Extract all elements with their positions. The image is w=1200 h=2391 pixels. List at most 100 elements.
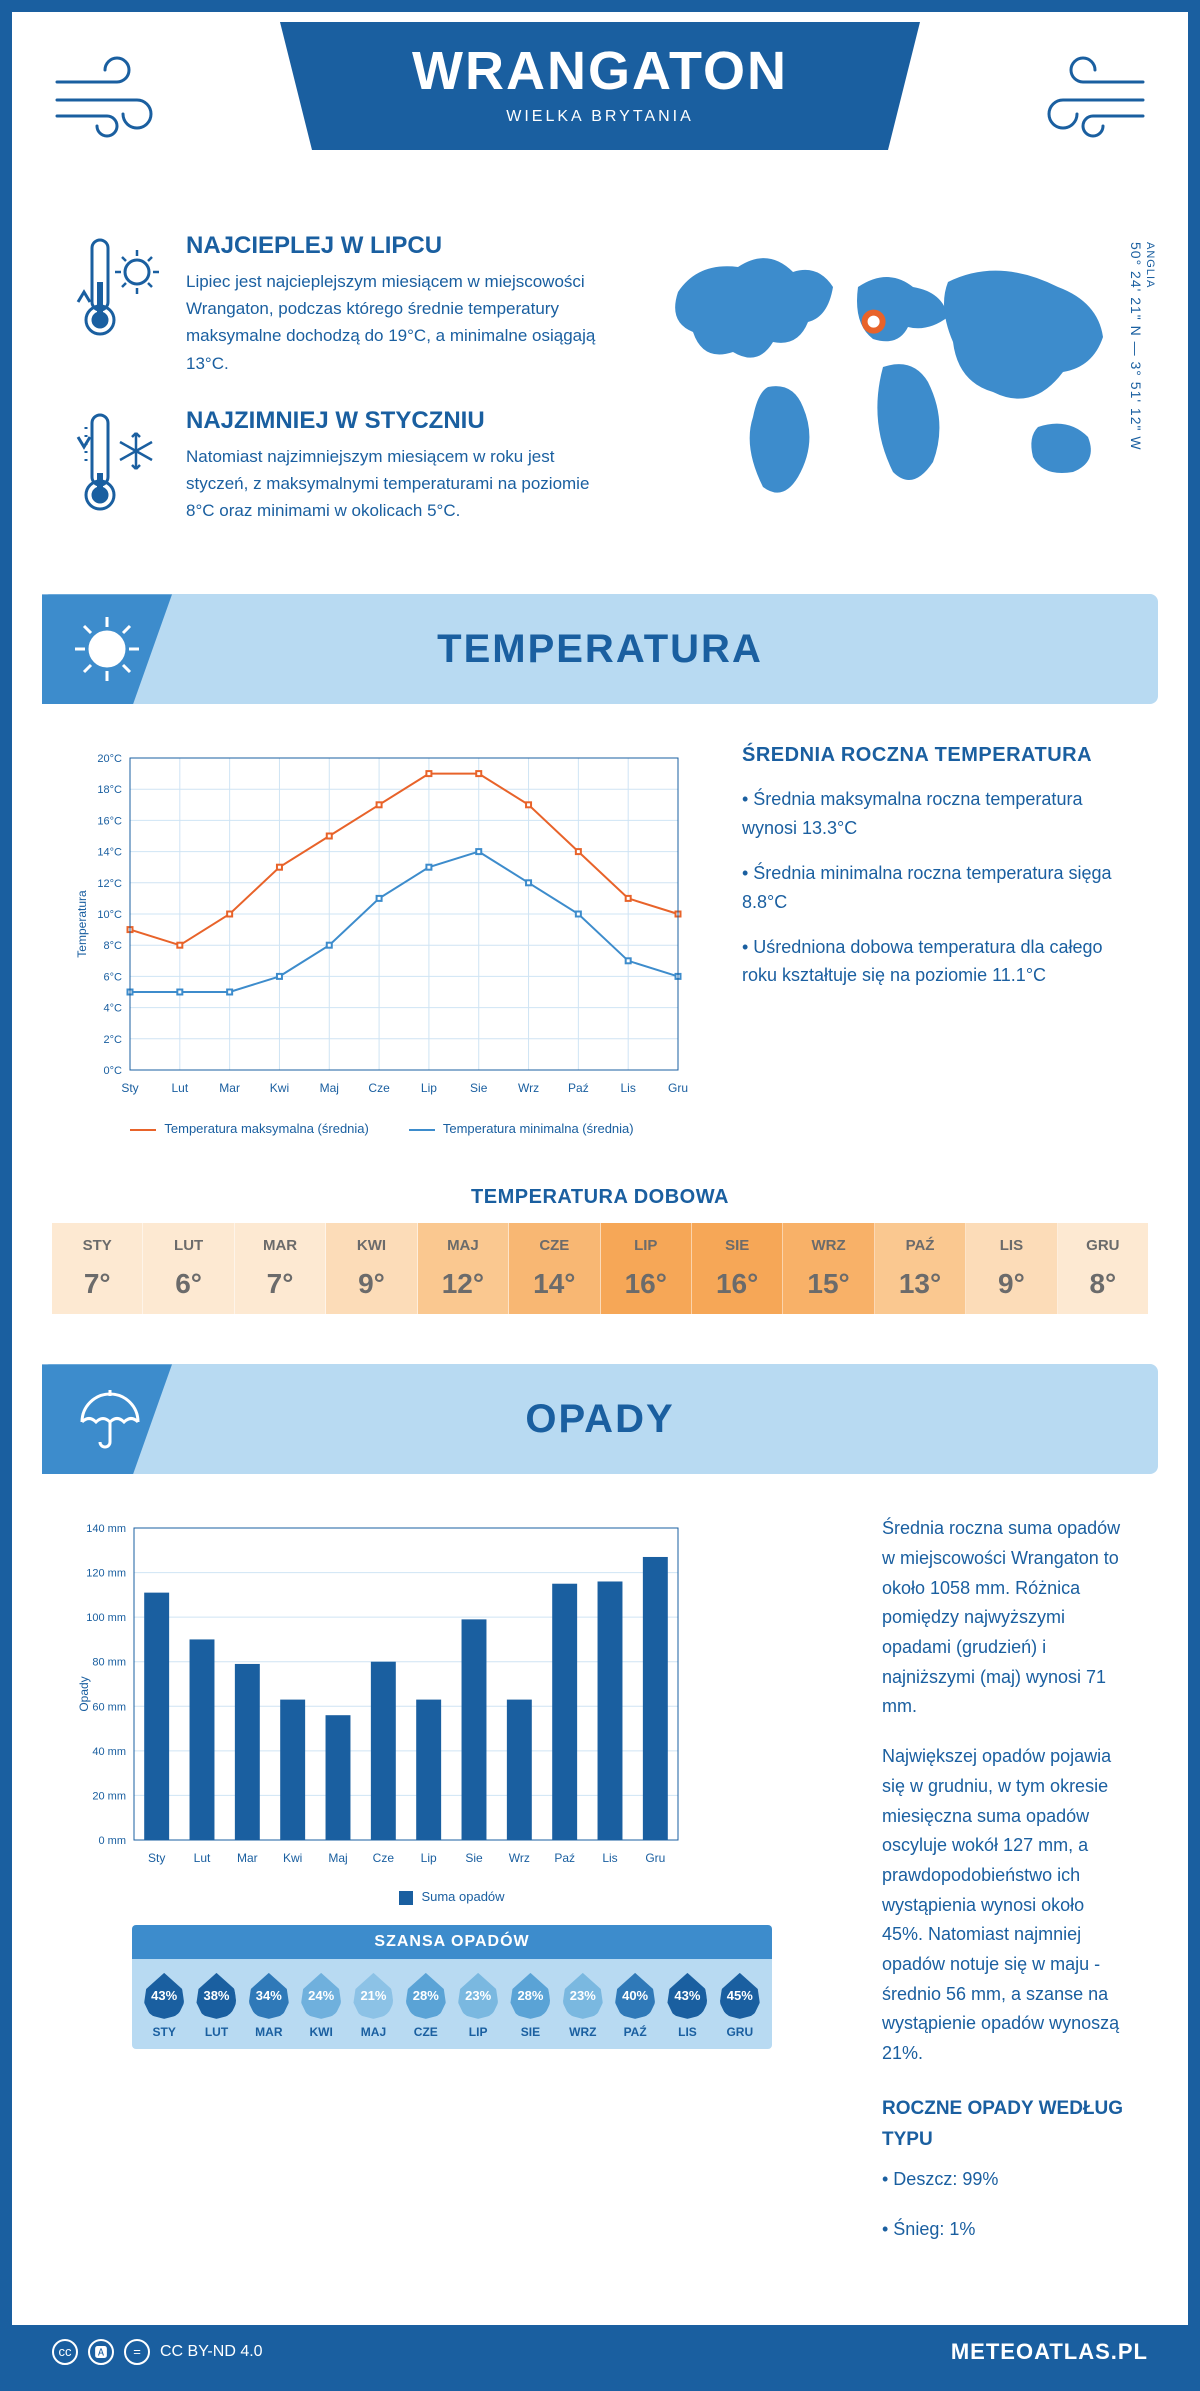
- svg-text:Sie: Sie: [470, 1081, 488, 1095]
- daily-cell: GRU8°: [1058, 1223, 1148, 1314]
- daily-temp-title: TEMPERATURA DOBOWA: [12, 1186, 1188, 1209]
- svg-text:10°C: 10°C: [97, 909, 122, 921]
- daily-value: 6°: [143, 1268, 233, 1300]
- daily-month: LUT: [143, 1237, 233, 1254]
- raindrop-icon: 28%: [406, 1973, 446, 2019]
- brand: METEOATLAS.PL: [951, 2339, 1148, 2365]
- svg-text:Wrz: Wrz: [509, 1851, 530, 1865]
- svg-text:Kwi: Kwi: [270, 1081, 289, 1095]
- section-header-precip: OPADY: [42, 1364, 1158, 1474]
- precip-row: 0 mm20 mm40 mm60 mm80 mm100 mm120 mm140 …: [12, 1504, 1188, 2284]
- chance-month: CZE: [400, 2025, 452, 2039]
- chance-month: KWI: [295, 2025, 347, 2039]
- daily-value: 9°: [326, 1268, 416, 1300]
- coords-text: 50° 24' 21" N — 3° 51' 12" W: [1128, 242, 1144, 451]
- chance-month: LUT: [190, 2025, 242, 2039]
- daily-cell: LUT 6°: [143, 1223, 234, 1314]
- svg-text:40 mm: 40 mm: [92, 1746, 126, 1758]
- daily-cell: MAR7°: [235, 1223, 326, 1314]
- section-title-temp: TEMPERATURA: [437, 627, 763, 672]
- nd-icon: =: [124, 2339, 150, 2365]
- svg-text:Cze: Cze: [373, 1851, 395, 1865]
- precip-snow: • Śnieg: 1%: [882, 2215, 1128, 2245]
- svg-text:2°C: 2°C: [104, 1034, 123, 1046]
- daily-month: KWI: [326, 1237, 416, 1254]
- facts-column: NAJCIEPLEJ W LIPCU Lipiec jest najcieple…: [72, 232, 608, 554]
- daily-cell: LIS 9°: [966, 1223, 1057, 1314]
- svg-text:8°C: 8°C: [104, 941, 123, 953]
- raindrop-icon: 40%: [615, 1973, 655, 2019]
- sun-icon: [42, 594, 172, 704]
- raindrop-icon: 24%: [301, 1973, 341, 2019]
- fact-hot-title: NAJCIEPLEJ W LIPCU: [186, 232, 608, 260]
- svg-text:60 mm: 60 mm: [92, 1702, 126, 1714]
- chance-month: LIP: [452, 2025, 504, 2039]
- chance-cell: 28% CZE: [400, 1973, 452, 2039]
- daily-value: 9°: [966, 1268, 1056, 1300]
- svg-text:Opady: Opady: [77, 1677, 91, 1712]
- precip-rain: • Deszcz: 99%: [882, 2165, 1128, 2195]
- daily-cell: LIP16°: [601, 1223, 692, 1314]
- daily-value: 16°: [692, 1268, 782, 1300]
- svg-text:100 mm: 100 mm: [86, 1612, 126, 1624]
- temp-summary-b2: • Średnia minimalna roczna temperatura s…: [742, 859, 1128, 917]
- daily-cell: KWI 9°: [326, 1223, 417, 1314]
- svg-text:18°C: 18°C: [97, 785, 122, 797]
- temp-summary: ŚREDNIA ROCZNA TEMPERATURA • Średnia mak…: [742, 744, 1128, 1136]
- info-row: NAJCIEPLEJ W LIPCU Lipiec jest najcieple…: [12, 212, 1188, 594]
- chance-cell: 34%MAR: [243, 1973, 295, 2039]
- daily-cell: WRZ15°: [783, 1223, 874, 1314]
- chance-cell: 45%GRU: [714, 1973, 766, 2039]
- svg-text:20°C: 20°C: [97, 753, 122, 765]
- license: cc 🅰 = CC BY-ND 4.0: [52, 2339, 263, 2365]
- chance-cell: 21% MAJ: [347, 1973, 399, 2039]
- svg-text:Temperatura: Temperatura: [75, 890, 89, 958]
- temp-summary-b1: • Średnia maksymalna roczna temperatura …: [742, 785, 1128, 843]
- svg-text:Mar: Mar: [219, 1081, 240, 1095]
- daily-month: STY: [52, 1237, 142, 1254]
- daily-value: 16°: [601, 1268, 691, 1300]
- wind-icon: [1018, 52, 1148, 147]
- chance-cell: 23%WRZ: [557, 1973, 609, 2039]
- chance-cell: 23%LIP: [452, 1973, 504, 2039]
- raindrop-icon: 43%: [667, 1973, 707, 2019]
- svg-text:Lut: Lut: [194, 1851, 211, 1865]
- svg-text:14°C: 14°C: [97, 847, 122, 859]
- coords-region: ANGLIA: [1144, 242, 1156, 445]
- precip-by-type-title: ROCZNE OPADY WEDŁUG TYPU: [882, 2093, 1128, 2156]
- chance-month: GRU: [714, 2025, 766, 2039]
- daily-value: 13°: [875, 1268, 965, 1300]
- chance-cell: 24% KWI: [295, 1973, 347, 2039]
- svg-text:20 mm: 20 mm: [92, 1791, 126, 1803]
- svg-text:80 mm: 80 mm: [92, 1657, 126, 1669]
- section-header-temp: TEMPERATURA: [42, 594, 1158, 704]
- daily-month: LIS: [966, 1237, 1056, 1254]
- thermometer-sun-icon: [72, 232, 162, 377]
- chance-month: PAŹ: [609, 2025, 661, 2039]
- chance-month: MAR: [243, 2025, 295, 2039]
- svg-text:Gru: Gru: [645, 1851, 665, 1865]
- svg-text:0 mm: 0 mm: [99, 1835, 127, 1847]
- daily-value: 12°: [418, 1268, 508, 1300]
- chance-month: LIS: [661, 2025, 713, 2039]
- chance-month: MAJ: [347, 2025, 399, 2039]
- daily-month: CZE: [509, 1237, 599, 1254]
- by-icon: 🅰: [88, 2339, 114, 2365]
- precip-legend: Suma opadów: [72, 1889, 832, 1905]
- fact-cold-title: NAJZIMNIEJ W STYCZNIU: [186, 407, 608, 435]
- svg-text:Lut: Lut: [171, 1081, 188, 1095]
- temp-row: 0°C2°C4°C6°C8°C10°C12°C14°C16°C18°C20°CS…: [12, 734, 1188, 1166]
- chance-cell: 43%STY: [138, 1973, 190, 2039]
- daily-value: 7°: [52, 1268, 142, 1300]
- chance-month: SIE: [504, 2025, 556, 2039]
- daily-month: SIE: [692, 1237, 782, 1254]
- svg-text:6°C: 6°C: [104, 972, 123, 984]
- chance-cell: 40% PAŹ: [609, 1973, 661, 2039]
- svg-text:Maj: Maj: [320, 1081, 339, 1095]
- daily-temp-table: STY7°LUT6°MAR7°KWI9°MAJ12°CZE14°LIP16°SI…: [52, 1223, 1148, 1314]
- svg-text:Maj: Maj: [328, 1851, 347, 1865]
- raindrop-icon: 21%: [353, 1973, 393, 2019]
- svg-text:Lip: Lip: [421, 1081, 437, 1095]
- temp-summary-b3: • Uśredniona dobowa temperatura dla całe…: [742, 933, 1128, 991]
- wind-icon: [52, 52, 182, 147]
